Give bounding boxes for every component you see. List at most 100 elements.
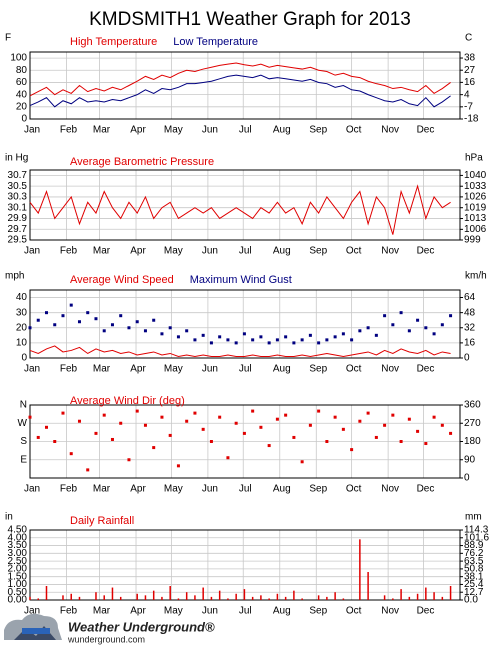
data-point: [449, 431, 453, 435]
x-tick-label: Mar: [93, 125, 111, 136]
data-point: [242, 332, 246, 336]
x-tick-label: Jul: [239, 246, 252, 257]
data-point: [135, 320, 139, 324]
bar: [268, 598, 270, 600]
y-tick-label: E: [20, 454, 27, 465]
x-tick-label: Oct: [346, 606, 362, 617]
x-tick-label: May: [164, 484, 183, 495]
data-point: [341, 427, 345, 431]
plot-border: [29, 289, 461, 359]
y2-tick-label: 50.8: [464, 564, 484, 575]
y-tick-label: 0: [21, 353, 27, 364]
bar: [218, 590, 221, 600]
data-point: [374, 435, 378, 439]
y-tick-label: 1.00: [8, 579, 28, 590]
data-point: [176, 464, 180, 468]
data-point: [110, 323, 114, 327]
bar: [185, 592, 188, 600]
x-tick-label: Apr: [130, 125, 146, 136]
y2-tick-label: 360: [464, 400, 481, 411]
y2-tick-label: 114.3: [464, 525, 489, 536]
data-point: [176, 335, 180, 339]
x-tick-label: Jun: [202, 484, 218, 495]
data-point: [160, 332, 164, 336]
bar: [400, 589, 402, 600]
bar: [392, 598, 394, 600]
data-point: [424, 442, 428, 446]
x-tick-label: Jun: [202, 246, 218, 257]
data-point: [432, 332, 436, 336]
data-point: [86, 468, 90, 472]
bar: [301, 598, 303, 600]
plot-area: [29, 51, 461, 120]
y-tick-label: 30.5: [8, 181, 28, 192]
data-point: [407, 329, 411, 333]
y2-tick-label: -7: [464, 101, 473, 112]
y2-tick-label: -18: [464, 114, 479, 125]
logo: [4, 613, 62, 640]
y2-tick-label: 1033: [464, 181, 487, 192]
data-point: [69, 303, 73, 307]
y-tick-label: 100: [10, 53, 27, 64]
y2-tick-label: 1013: [464, 213, 487, 224]
data-point: [185, 419, 189, 423]
y-tick-label: W: [18, 418, 28, 429]
y-tick-label: 0: [21, 114, 27, 125]
y2-tick-label: 12.7: [464, 587, 484, 598]
bar: [144, 595, 147, 600]
y-tick-label: 30.3: [8, 192, 28, 203]
y-tick-label: 1.50: [8, 571, 28, 582]
data-point: [424, 326, 428, 330]
logo-band: [22, 628, 50, 634]
y-axis-label: mph: [5, 271, 24, 282]
data-point: [251, 338, 255, 342]
data-point: [44, 311, 48, 315]
data-point: [218, 335, 222, 339]
y-tick-label: 60: [16, 77, 28, 88]
y-tick-label: N: [20, 400, 27, 411]
y2-tick-label: 4: [464, 89, 470, 100]
data-point: [102, 329, 106, 333]
y-tick-label: 3.00: [8, 548, 28, 559]
data-point: [407, 417, 411, 421]
bar: [367, 572, 369, 600]
bar: [326, 596, 328, 600]
data-point: [432, 415, 436, 419]
data-line: [29, 62, 451, 97]
plot-border: [29, 169, 461, 241]
x-tick-label: Feb: [60, 125, 78, 136]
x-tick-label: Aug: [273, 606, 291, 617]
legend-entry: Low Temperature: [173, 36, 258, 48]
data-point: [374, 333, 378, 337]
y2-axis-label: km/h: [465, 271, 487, 282]
y2-tick-label: 88.9: [464, 540, 484, 551]
data-point: [53, 323, 57, 327]
data-point: [94, 317, 98, 321]
x-tick-label: Jul: [239, 125, 252, 136]
data-point: [440, 423, 444, 427]
data-point: [325, 440, 329, 443]
x-tick-label: Nov: [381, 125, 399, 136]
data-point: [193, 338, 197, 342]
data-point: [152, 446, 156, 450]
data-point: [201, 427, 205, 431]
bar: [251, 596, 254, 600]
y-tick-label: S: [20, 436, 27, 447]
bar: [45, 586, 48, 600]
y2-tick-label: 38.1: [464, 571, 484, 582]
data-point: [218, 415, 222, 419]
x-tick-label: Mar: [93, 484, 111, 495]
y2-tick-label: 1006: [464, 224, 487, 235]
y-tick-label: 20: [16, 322, 28, 333]
x-tick-label: Jan: [24, 246, 40, 257]
y-tick-label: 29.7: [8, 224, 28, 235]
y2-tick-label: 1026: [464, 192, 487, 203]
x-tick-label: May: [164, 606, 183, 617]
data-point: [86, 311, 90, 315]
bar: [152, 590, 155, 600]
data-point: [333, 415, 337, 419]
legend-entry: Maximum Wind Gust: [190, 274, 292, 286]
data-point: [61, 314, 65, 318]
data-point: [292, 435, 296, 439]
data-point: [358, 419, 362, 423]
